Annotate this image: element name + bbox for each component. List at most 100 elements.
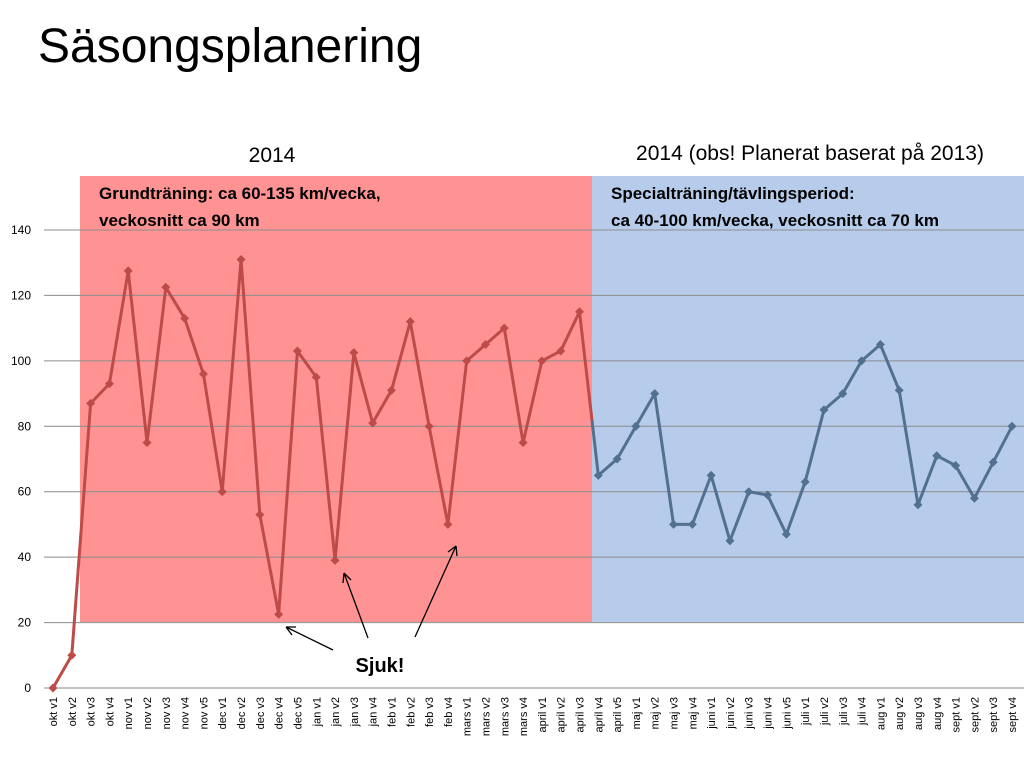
x-tick-label: okt v4	[104, 697, 116, 726]
x-tick-label: sept v1	[951, 697, 963, 732]
x-tick-label: jan v2	[330, 697, 342, 727]
marker	[311, 372, 321, 382]
marker	[499, 323, 509, 333]
x-tick-label: mars v4	[518, 697, 530, 736]
marker	[368, 418, 378, 428]
region-text: Grundträning: ca 60-135 km/vecka,	[99, 184, 381, 203]
x-tick-label: juli v3	[838, 697, 850, 726]
x-tick-label: juni v2	[725, 697, 737, 730]
x-tick-label: juni v1	[706, 697, 718, 730]
marker	[706, 470, 716, 480]
marker	[932, 451, 942, 461]
x-tick-label: april v4	[593, 697, 605, 732]
x-tick-label: okt v1	[48, 697, 60, 726]
x-tick-label: maj v3	[669, 697, 681, 729]
x-tick-label: nov v3	[161, 697, 173, 729]
marker	[650, 389, 660, 399]
marker	[744, 487, 754, 497]
marker	[969, 493, 979, 503]
x-tick-label: juni v3	[744, 697, 756, 730]
x-tick-label: aug v1	[875, 697, 887, 730]
marker	[274, 609, 284, 619]
marker	[1007, 421, 1017, 431]
annotation: Sjuk!	[356, 655, 405, 677]
marker	[819, 405, 829, 415]
arrow	[285, 626, 334, 651]
marker	[480, 340, 490, 349]
x-tick-label: feb v1	[386, 697, 398, 727]
arrow	[414, 545, 458, 638]
x-tick-label: dec v4	[274, 697, 286, 729]
x-tick-label: juli v2	[819, 697, 831, 726]
y-tick-label: 0	[24, 681, 31, 695]
x-tick-label: mars v1	[462, 697, 474, 736]
x-tick-label: maj v2	[650, 697, 662, 729]
marker	[575, 307, 585, 317]
marker	[951, 461, 961, 471]
marker	[725, 536, 735, 546]
y-tick-label: 20	[18, 616, 32, 630]
x-tick-label: okt v2	[67, 697, 79, 726]
marker	[631, 421, 641, 431]
marker	[687, 519, 697, 529]
region-heading: 2014	[249, 144, 296, 167]
marker	[443, 519, 453, 529]
x-tick-label: juli v4	[857, 697, 869, 726]
marker	[781, 529, 791, 539]
marker	[913, 500, 923, 510]
x-tick-label: dec v3	[255, 697, 267, 729]
x-tick-label: april v3	[575, 697, 587, 732]
marker	[255, 510, 265, 520]
marker	[349, 348, 359, 358]
marker	[67, 650, 77, 660]
x-tick-label: feb v2	[405, 697, 417, 727]
arrow	[342, 572, 369, 639]
y-tick-label: 120	[11, 288, 31, 302]
x-tick-label: juli v1	[800, 697, 812, 726]
connector	[590, 420, 600, 476]
marker	[556, 346, 566, 356]
chart-title: Säsongsplanering	[38, 20, 422, 73]
region-text: ca 40-100 km/vecka, veckosnitt ca 70 km	[611, 211, 939, 230]
markers	[48, 254, 1017, 693]
x-tick-label: nov v5	[198, 697, 210, 729]
x-tick-label: nov v1	[123, 697, 135, 729]
connector	[578, 311, 594, 421]
marker	[405, 317, 415, 327]
marker	[988, 457, 998, 467]
x-tick-label: juni v4	[763, 697, 775, 730]
region-text: Specialträning/tävlingsperiod:	[611, 184, 855, 203]
x-tick-label: okt v3	[86, 697, 98, 726]
marker	[669, 519, 679, 529]
grid	[44, 229, 1024, 689]
marker	[236, 254, 246, 264]
marker	[161, 282, 171, 292]
marker	[857, 356, 867, 366]
x-tick-label: mars v3	[499, 697, 511, 736]
region	[592, 176, 1024, 622]
marker	[894, 385, 904, 395]
x-tick-label: april v1	[537, 697, 549, 732]
x-tick-label: juni v5	[781, 697, 793, 730]
y-tick-label: 100	[11, 354, 31, 368]
x-tick-label: april v5	[612, 697, 624, 732]
x-tick-label: jan v1	[311, 697, 323, 727]
marker	[424, 421, 434, 431]
marker	[518, 438, 528, 448]
x-tick-label: feb v4	[443, 697, 455, 727]
x-tick-label: aug v2	[894, 697, 906, 730]
marker	[593, 470, 603, 480]
marker	[292, 346, 302, 356]
marker	[875, 340, 885, 349]
x-tick-label: feb v3	[424, 697, 436, 727]
y-tick-label: 40	[18, 550, 32, 564]
marker	[838, 389, 848, 399]
marker	[86, 398, 96, 408]
x-tick-label: sept v2	[969, 697, 981, 732]
x-tick-label: nov v2	[142, 697, 154, 729]
x-tick-label: jan v4	[368, 697, 380, 727]
x-tick-label: aug v4	[932, 697, 944, 730]
marker	[123, 266, 133, 276]
regions	[80, 176, 1024, 622]
